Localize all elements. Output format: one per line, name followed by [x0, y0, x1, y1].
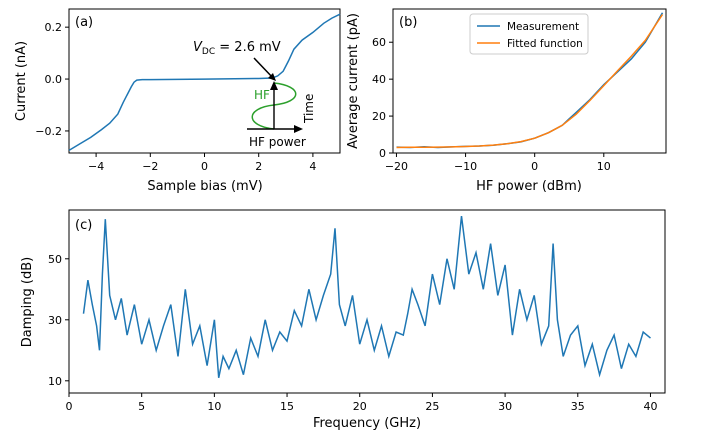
panel-c-xlabel: Frequency (GHz): [313, 416, 421, 431]
panel-b-legend-fitted-label: Fitted function: [507, 38, 583, 50]
panel-c-xtick-label: 10: [207, 400, 221, 413]
panel-a-ytick-label: 0.0: [45, 73, 63, 86]
panel-a-time-arrowhead: [270, 81, 278, 90]
panel-b-ytick-label: 60: [372, 36, 386, 49]
panel-c-damping-curve: [82, 216, 651, 378]
panel-c-ylabel: Damping (dB): [20, 257, 35, 347]
panel-a-xtick-label: −2: [142, 160, 158, 173]
panel-a-xtick-label: 0: [201, 160, 208, 173]
panel-a-frame: [68, 8, 341, 154]
panel-c-ytick-label: 30: [48, 314, 62, 327]
panel-c-xtick-label: 20: [353, 400, 367, 413]
panel-a-vdc-arrowhead: [268, 73, 276, 81]
panel-c-ytick-label: 50: [48, 253, 62, 266]
panel-a-ytick-label: 0.2: [45, 21, 63, 34]
panel-b-fitted-line: [396, 14, 664, 149]
panel-b-ytick-label: 0: [379, 147, 386, 160]
panel-a-power-arrowhead: [294, 125, 303, 133]
panel-c-label: (c): [75, 218, 92, 233]
panel-b-xtick-label: 0: [531, 160, 538, 173]
panel-a-xtick-label: 2: [255, 160, 262, 173]
panel-b-xtick-label: −20: [385, 160, 408, 173]
panel-b-xtick-label: −10: [454, 160, 477, 173]
panel-b-legend: Measurement Fitted function: [469, 13, 589, 55]
panel-c-frame: [68, 209, 666, 394]
panel-b-xtick-label: 10: [597, 160, 611, 173]
panel-b-frame: [392, 8, 667, 154]
panel-b-ytick-label: 20: [372, 110, 386, 123]
panel-a-label: (a): [75, 15, 93, 30]
panel-b-label: (b): [399, 15, 417, 30]
panel-c-xtick-label: 30: [498, 400, 512, 413]
panel-a-xlabel: Sample bias (mV): [147, 179, 262, 194]
panel-a-current-curve: [68, 13, 341, 152]
panel-b-ylabel: Average current (pA): [346, 13, 361, 149]
panel-a-time-label: Time: [302, 94, 316, 124]
panel-b-legend-measurement-label: Measurement: [507, 21, 579, 33]
panel-b: −20 −10 0 10 0 20 40 60 (b) Measurement Fitted …: [346, 8, 667, 194]
panel-a-hf-label: HF: [254, 88, 270, 102]
panel-c-ytick-label: 10: [48, 375, 62, 388]
panel-c-xtick-label: 5: [138, 400, 145, 413]
panel-a-xtick-label: 4: [309, 160, 316, 173]
panel-c-xtick-label: 25: [425, 400, 439, 413]
panel-c: 0 5 10 15 20 25 30 35 40 10 30 50 (c) Frequency (GH…: [20, 209, 666, 431]
panel-a-ytick-label: −0.2: [35, 125, 62, 138]
panel-a: −4 −2 0 2 4 −0.2 0.0 0.2 (a) VDC = 2.6 mV HF Ti…: [14, 8, 341, 194]
panel-b-xlabel: HF power (dBm): [476, 179, 582, 194]
panel-a-xtick-label: −4: [88, 160, 104, 173]
panel-c-xtick-label: 40: [643, 400, 657, 413]
panel-b-legend-box: [469, 13, 589, 55]
panel-a-hf-power-label: HF power: [249, 135, 306, 149]
panel-c-xtick-label: 0: [66, 400, 73, 413]
panel-c-xtick-label: 15: [280, 400, 294, 413]
panel-b-ytick-label: 40: [372, 73, 386, 86]
panel-a-vdc-annotation: VDC = 2.6 mV: [193, 40, 281, 57]
panel-c-xtick-label: 35: [571, 400, 585, 413]
panel-a-ylabel: Current (nA): [14, 41, 29, 121]
